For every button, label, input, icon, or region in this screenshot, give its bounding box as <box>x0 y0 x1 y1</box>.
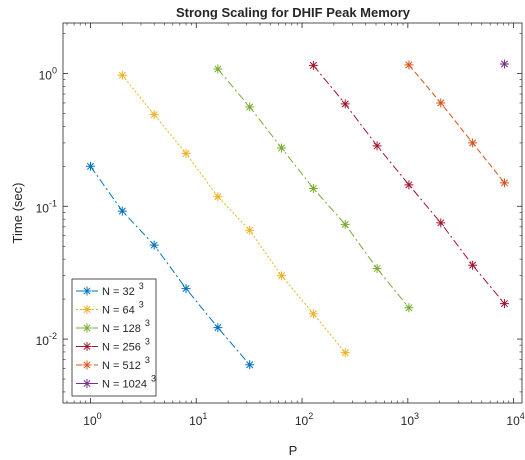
data-point <box>85 161 95 171</box>
x-tick-label: 100 <box>83 411 101 428</box>
series-5 <box>404 60 509 188</box>
legend-item: N = 64 3 <box>76 300 144 317</box>
series-6 <box>499 59 509 69</box>
data-point <box>340 219 350 229</box>
data-point <box>499 178 509 188</box>
data-point <box>308 309 318 319</box>
data-point <box>277 143 287 153</box>
y-axis: 10-2 10-1 100 <box>36 33 522 393</box>
legend-marker <box>82 305 92 314</box>
data-point <box>308 184 318 194</box>
legend-label: N = 32 3 <box>102 281 144 298</box>
data-point <box>149 110 159 120</box>
x-axis-label: P <box>289 443 298 458</box>
x-tick-label: 102 <box>295 411 313 428</box>
y-tick-label: 10-1 <box>36 198 57 215</box>
data-point <box>245 102 255 112</box>
legend-item: N = 256 3 <box>76 337 150 354</box>
data-point <box>245 360 255 370</box>
data-point <box>372 263 382 273</box>
data-point <box>436 98 446 108</box>
legend-item: N = 1024 3 <box>76 374 156 391</box>
legend-marker <box>82 286 92 296</box>
data-point <box>468 138 478 148</box>
legend-item: N = 32 3 <box>76 281 144 298</box>
data-point <box>499 299 509 309</box>
data-point <box>436 218 446 228</box>
series-1 <box>85 161 255 370</box>
series-4 <box>308 60 509 309</box>
data-point <box>149 240 159 250</box>
data-point <box>213 192 223 202</box>
data-point <box>117 206 127 216</box>
y-tick-label: 100 <box>39 65 57 82</box>
legend-label: N = 64 3 <box>102 300 144 317</box>
data-point <box>213 64 223 74</box>
series-3 <box>213 64 414 313</box>
data-point <box>181 284 191 294</box>
series-layer <box>85 59 509 370</box>
data-point <box>213 323 223 333</box>
x-tick-label: 101 <box>189 411 207 428</box>
series-line <box>408 64 505 184</box>
data-point <box>340 99 350 109</box>
data-point <box>404 180 414 190</box>
legend-label: N = 512 3 <box>102 355 150 372</box>
y-axis-label: Time (sec) <box>10 183 25 244</box>
data-point <box>372 141 382 151</box>
legend-marker <box>82 379 92 388</box>
data-point <box>245 225 255 235</box>
x-axis: 100 101 102 103 104 <box>66 23 525 428</box>
legend-label: N = 1024 3 <box>102 374 156 391</box>
data-point <box>277 271 287 281</box>
legend-marker <box>82 323 92 333</box>
data-point <box>117 70 127 80</box>
data-point <box>404 60 414 70</box>
series-line <box>121 74 346 353</box>
data-point <box>308 60 318 70</box>
data-point <box>499 59 509 69</box>
series-2 <box>117 70 350 358</box>
legend: N = 32 3 N = 64 3N = 128 3 N = 256 3N = 512 3 N … <box>71 278 157 397</box>
legend-item: N = 512 3 <box>76 355 150 372</box>
legend-label: N = 256 3 <box>102 337 150 354</box>
legend-box <box>71 278 157 397</box>
series-line <box>90 166 251 366</box>
legend-marker <box>82 342 92 351</box>
data-point <box>468 260 478 270</box>
y-tick-label: 10-2 <box>36 331 57 348</box>
legend-label: N = 128 3 <box>102 318 150 335</box>
data-point <box>404 303 414 313</box>
x-tick-label: 103 <box>401 411 419 428</box>
chart-title: Strong Scaling for DHIF Peak Memory <box>176 5 411 20</box>
legend-item: N = 128 3 <box>76 318 150 335</box>
x-tick-label: 104 <box>506 411 524 428</box>
data-point <box>181 148 191 158</box>
legend-marker <box>82 360 92 370</box>
data-point <box>340 348 350 358</box>
